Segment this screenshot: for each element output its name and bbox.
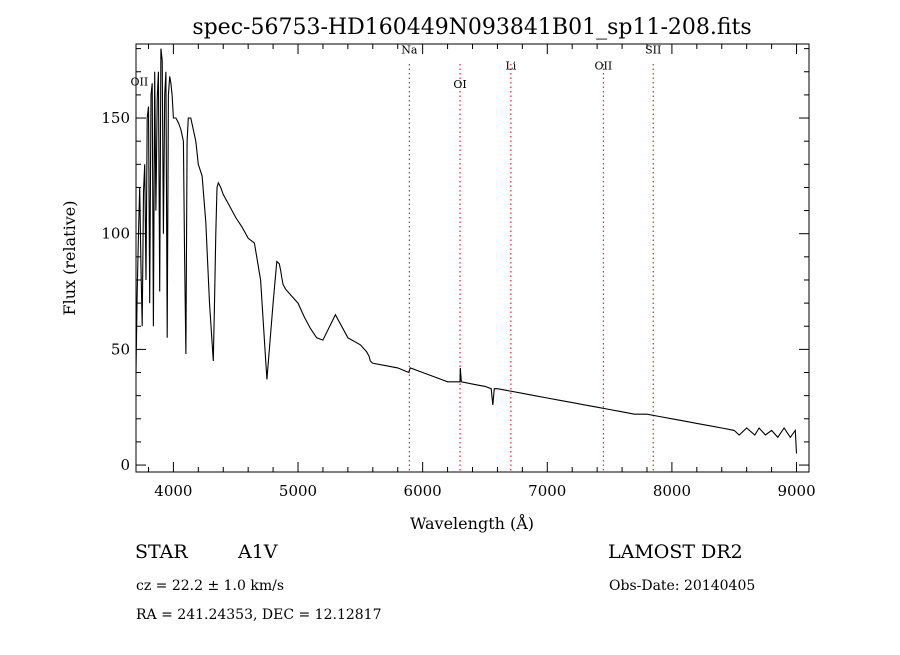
line-marker-label: OII	[595, 59, 613, 72]
line-marker-label: OII	[131, 76, 149, 89]
redshift-text: cz = 22.2 ± 1.0 km/s	[136, 578, 284, 594]
survey-name: LAMOST DR2	[608, 541, 743, 563]
x-tick-label: 5000	[279, 482, 317, 500]
x-tick-label: 6000	[404, 482, 442, 500]
obs-date: Obs-Date: 20140405	[609, 578, 755, 594]
y-tick-label: 0	[120, 456, 130, 474]
spectral-subclass: A1V	[237, 541, 278, 563]
spectrum-line	[135, 48, 798, 454]
line-marker-label: OI	[453, 78, 466, 91]
line-marker-label: Na	[401, 43, 418, 56]
line-marker-label: SII	[645, 43, 661, 56]
y-axis-label: Flux (relative)	[60, 201, 79, 316]
x-tick-label: 7000	[528, 482, 566, 500]
y-tick-label: 50	[111, 340, 130, 358]
x-axis-label: Wavelength (Å)	[410, 513, 534, 533]
y-tick-label: 150	[101, 109, 130, 127]
x-tick-label: 8000	[653, 482, 691, 500]
plot-frame	[135, 43, 810, 473]
y-tick-label: 100	[101, 225, 130, 243]
x-tick-label: 9000	[777, 482, 815, 500]
line-marker-label: Li	[505, 59, 516, 72]
x-tick-label: 4000	[154, 482, 192, 500]
object-type: STAR	[135, 541, 188, 563]
coordinates: RA = 241.24353, DEC = 12.12817	[136, 607, 381, 623]
chart-title: spec-56753-HD160449N093841B01_sp11-208.f…	[192, 15, 751, 40]
